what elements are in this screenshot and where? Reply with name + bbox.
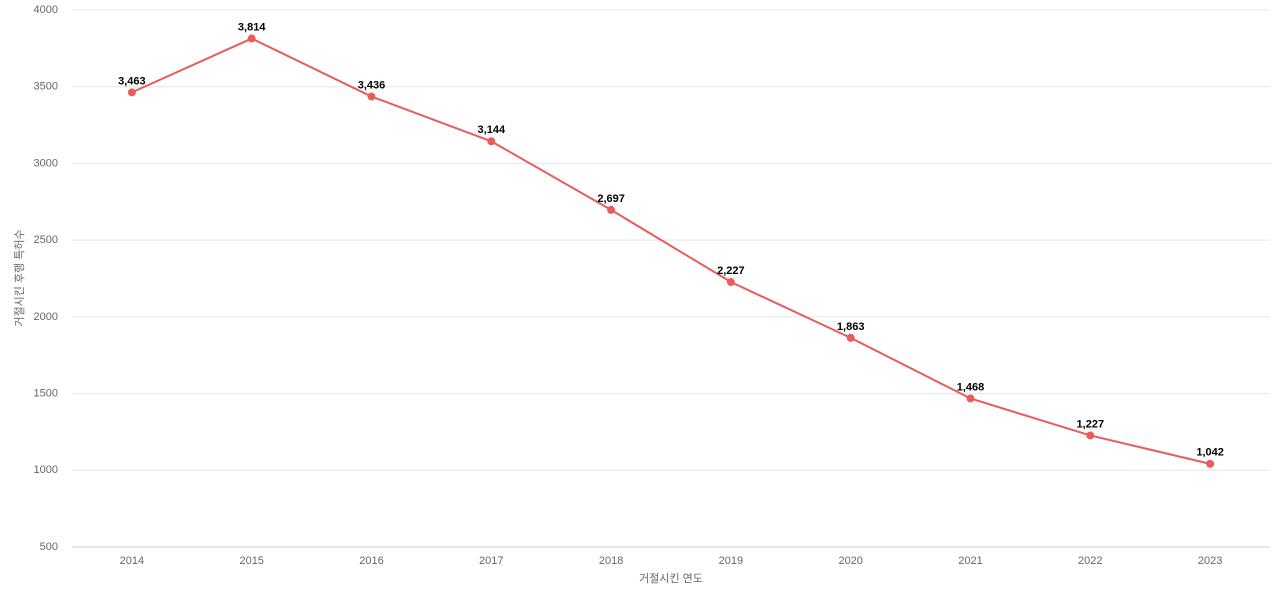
x-tick-label: 2019 — [719, 555, 743, 567]
y-axis-label: 거절시킨 후행 특허수 — [13, 229, 26, 326]
y-tick-label: 3500 — [34, 81, 58, 93]
value-label: 1,227 — [1077, 418, 1105, 430]
point — [127, 88, 136, 97]
x-tick-label: 2017 — [479, 555, 503, 567]
value-label: 2,697 — [597, 193, 625, 205]
x-tick-label: 2022 — [1078, 555, 1102, 567]
y-tick-label: 1500 — [34, 387, 58, 399]
value-label: 1,863 — [837, 321, 865, 333]
y-tick-label: 1000 — [34, 464, 58, 476]
y-tick-label: 4000 — [34, 4, 58, 16]
x-tick-label: 2015 — [239, 555, 263, 567]
y-tick-label: 3000 — [34, 157, 58, 169]
x-tick-label: 2018 — [599, 555, 623, 567]
value-label: 3,436 — [358, 79, 386, 91]
point — [726, 278, 735, 287]
point — [1086, 431, 1095, 440]
point — [846, 333, 855, 342]
x-tick-label: 2016 — [359, 555, 383, 567]
x-tick-label: 2021 — [958, 555, 982, 567]
x-axis-label: 거절시킨 연도 — [639, 572, 703, 585]
x-tick-label: 2014 — [120, 555, 144, 567]
point — [607, 205, 616, 214]
point — [367, 92, 376, 101]
value-label: 1,042 — [1196, 447, 1224, 459]
point — [487, 137, 496, 146]
value-label: 3,814 — [238, 21, 266, 33]
point — [1206, 459, 1215, 468]
value-label: 2,227 — [717, 265, 745, 277]
y-tick-label: 500 — [40, 541, 58, 553]
line — [131, 37, 1211, 465]
point — [247, 34, 256, 43]
value-label: 1,468 — [957, 381, 985, 393]
point — [966, 394, 975, 403]
value-label: 3,144 — [478, 124, 506, 136]
y-tick-label: 2000 — [34, 311, 58, 323]
value-label: 3,463 — [118, 75, 146, 87]
y-tick-label: 2500 — [34, 234, 58, 246]
x-tick-label: 2023 — [1198, 555, 1222, 567]
x-tick-label: 2020 — [838, 555, 862, 567]
